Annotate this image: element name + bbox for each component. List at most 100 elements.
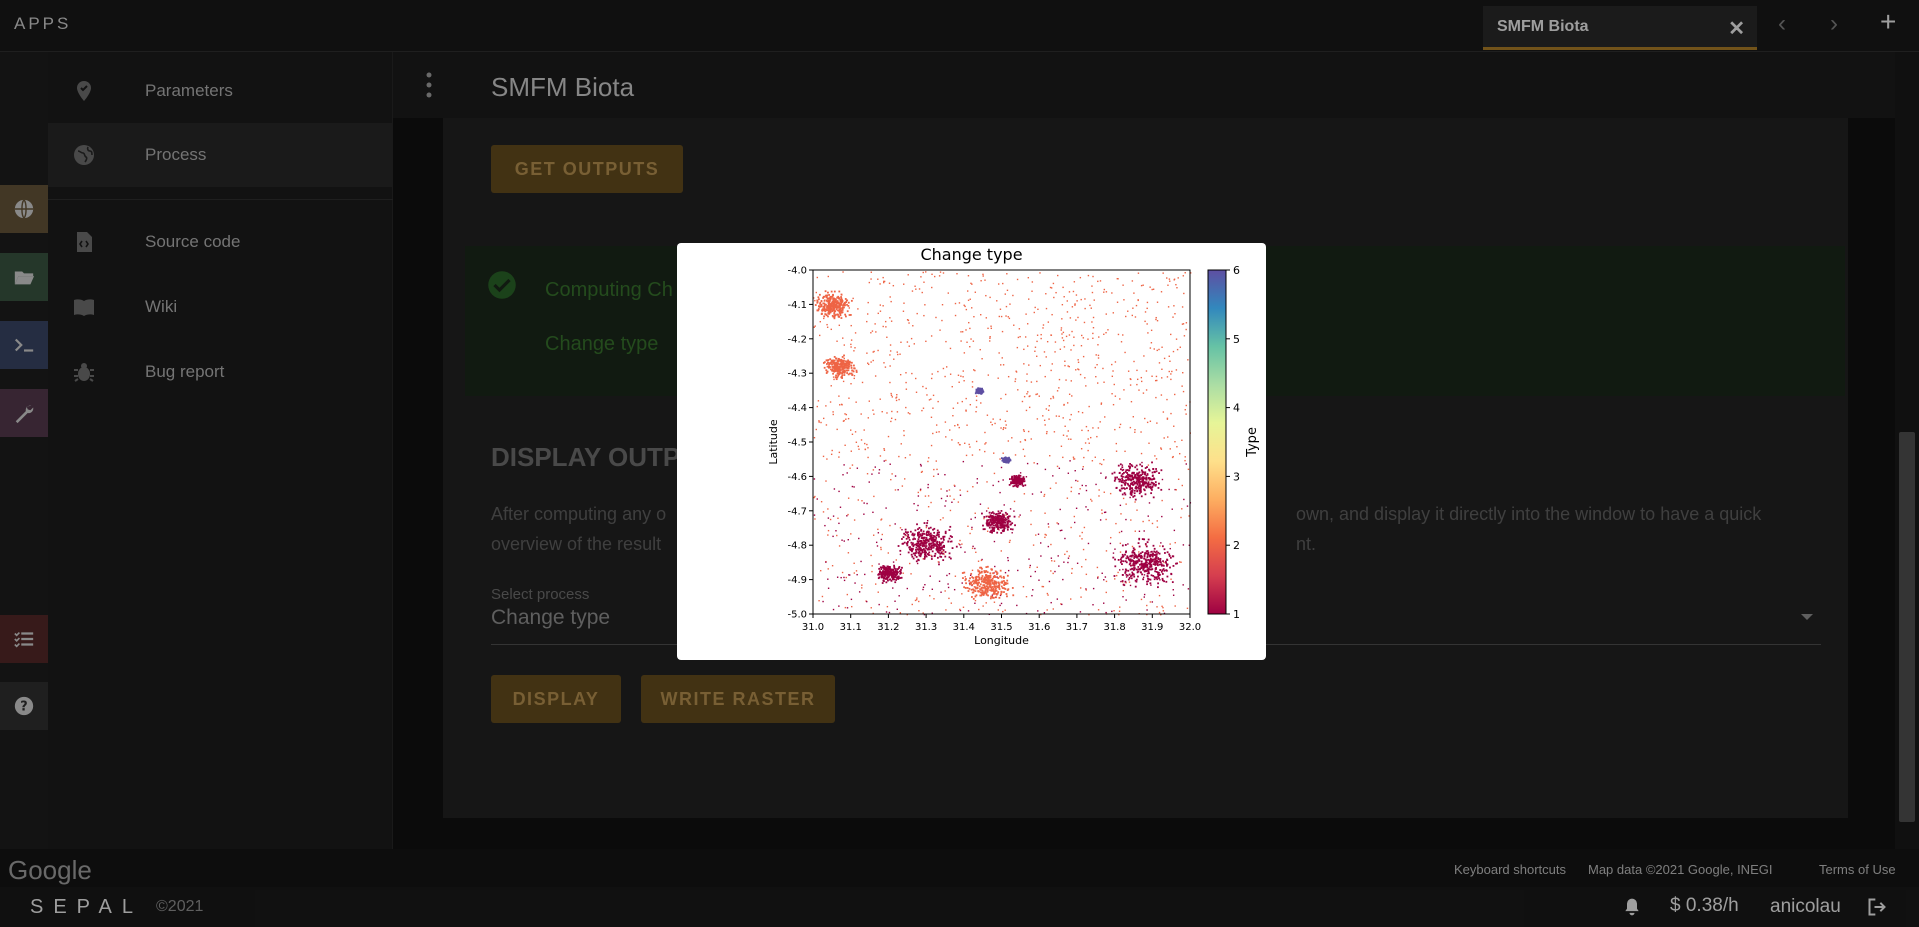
close-tab-icon[interactable]: ✕ bbox=[1728, 18, 1745, 40]
cluster-point bbox=[1159, 561, 1162, 564]
data-point bbox=[989, 296, 991, 299]
y-tick-label: -4.8 bbox=[787, 541, 807, 552]
keyboard-shortcuts-link[interactable]: Keyboard shortcuts bbox=[1454, 862, 1567, 877]
cluster-point bbox=[842, 362, 845, 365]
write-raster-button[interactable]: WRITE RASTER bbox=[641, 675, 835, 723]
cluster-point bbox=[923, 545, 926, 547]
cluster-point bbox=[889, 566, 891, 569]
data-point bbox=[874, 375, 877, 377]
data-point bbox=[971, 547, 974, 550]
cluster-point bbox=[1152, 496, 1155, 499]
data-point bbox=[922, 586, 925, 589]
add-tab-icon[interactable]: + bbox=[1880, 6, 1897, 37]
data-point bbox=[1085, 484, 1087, 487]
chevron-left-icon[interactable]: ‹ bbox=[1778, 10, 1786, 37]
data-point bbox=[848, 397, 850, 399]
rail-terminal-button[interactable] bbox=[0, 321, 48, 369]
data-point bbox=[840, 403, 843, 406]
sidebar-item-bug-report[interactable]: Bug report bbox=[48, 340, 393, 404]
rail-help-button[interactable]: ? bbox=[0, 682, 48, 730]
data-point bbox=[951, 501, 953, 503]
data-point bbox=[915, 599, 918, 601]
data-point bbox=[1176, 446, 1178, 448]
data-point bbox=[853, 486, 855, 488]
cluster-point bbox=[1151, 474, 1154, 477]
cluster-point bbox=[995, 513, 997, 516]
username[interactable]: anicolau bbox=[1770, 896, 1841, 917]
more-vert-icon[interactable] bbox=[425, 70, 433, 100]
cluster-point bbox=[823, 302, 826, 305]
sidebar-item-parameters[interactable]: Parameters bbox=[48, 59, 393, 123]
data-point bbox=[1156, 422, 1158, 424]
data-point bbox=[843, 357, 845, 360]
cluster-point bbox=[917, 549, 920, 551]
tab-smfm-biota[interactable]: SMFM Biota ✕ bbox=[1483, 6, 1757, 50]
cluster-point bbox=[989, 531, 992, 533]
cluster-point bbox=[838, 316, 840, 318]
cluster-point bbox=[930, 534, 933, 537]
cluster-point bbox=[998, 588, 1001, 590]
sidebar-item-process[interactable]: Process bbox=[48, 123, 393, 187]
chevron-right-icon[interactable]: › bbox=[1830, 10, 1838, 37]
rail-files-button[interactable] bbox=[0, 253, 48, 301]
process-select[interactable]: Change type bbox=[491, 606, 611, 629]
bell-icon[interactable] bbox=[1622, 896, 1642, 918]
data-point bbox=[814, 518, 816, 520]
data-point bbox=[935, 316, 937, 319]
terms-link[interactable]: Terms of Use bbox=[1819, 862, 1896, 877]
data-point bbox=[1022, 429, 1025, 431]
sidebar-item-wiki[interactable]: Wiki bbox=[48, 275, 393, 339]
cluster-point bbox=[1156, 563, 1159, 566]
data-point bbox=[1047, 321, 1050, 323]
sidebar-item-source-code[interactable]: Source code bbox=[48, 210, 393, 274]
cluster-point bbox=[915, 548, 917, 551]
data-point bbox=[1084, 298, 1086, 300]
apps-menu[interactable]: APPS bbox=[14, 14, 72, 33]
data-point bbox=[1138, 530, 1141, 532]
cluster-point bbox=[972, 597, 975, 600]
data-point bbox=[1134, 316, 1137, 318]
data-point bbox=[1122, 589, 1125, 592]
data-point bbox=[1156, 526, 1159, 528]
cluster-point bbox=[928, 538, 931, 540]
get-outputs-button[interactable]: GET OUTPUTS bbox=[491, 145, 683, 193]
cluster-point bbox=[881, 576, 884, 579]
rail-apps-button[interactable] bbox=[0, 389, 48, 437]
cluster-point bbox=[849, 372, 851, 375]
data-point bbox=[1003, 504, 1005, 506]
data-point bbox=[1070, 490, 1072, 493]
cluster-point bbox=[1146, 484, 1149, 487]
data-point bbox=[971, 381, 974, 383]
usage-cost[interactable]: $ 0.38/h bbox=[1670, 895, 1739, 916]
rail-browse-button[interactable] bbox=[0, 185, 48, 233]
cluster-point bbox=[995, 589, 998, 592]
data-point bbox=[1182, 371, 1184, 374]
cluster-point bbox=[1161, 577, 1164, 580]
data-point bbox=[1085, 588, 1087, 590]
chevron-down-icon[interactable] bbox=[1799, 612, 1815, 622]
data-point bbox=[1073, 336, 1075, 338]
cluster-point bbox=[983, 516, 986, 518]
data-point bbox=[973, 315, 975, 318]
cluster-point bbox=[834, 298, 837, 301]
data-point bbox=[1189, 272, 1192, 274]
data-point bbox=[890, 320, 893, 322]
cluster-point bbox=[1017, 484, 1020, 487]
data-point bbox=[1079, 373, 1082, 376]
cluster-point bbox=[985, 522, 988, 525]
display-button[interactable]: DISPLAY bbox=[491, 675, 621, 723]
logout-icon[interactable] bbox=[1866, 897, 1888, 917]
cluster-point bbox=[1143, 555, 1146, 558]
data-point bbox=[1003, 426, 1005, 429]
data-point bbox=[1088, 613, 1090, 616]
cluster-point bbox=[1160, 488, 1163, 491]
cluster-point bbox=[990, 512, 993, 514]
cluster-point bbox=[1165, 580, 1168, 583]
cluster-point bbox=[1136, 482, 1138, 485]
scrollbar[interactable] bbox=[1895, 52, 1919, 849]
data-point bbox=[963, 352, 966, 354]
rail-tasks-button[interactable] bbox=[0, 615, 48, 663]
cluster-point bbox=[1130, 492, 1133, 495]
cluster-point bbox=[839, 371, 842, 374]
scrollbar-thumb[interactable] bbox=[1899, 432, 1915, 822]
